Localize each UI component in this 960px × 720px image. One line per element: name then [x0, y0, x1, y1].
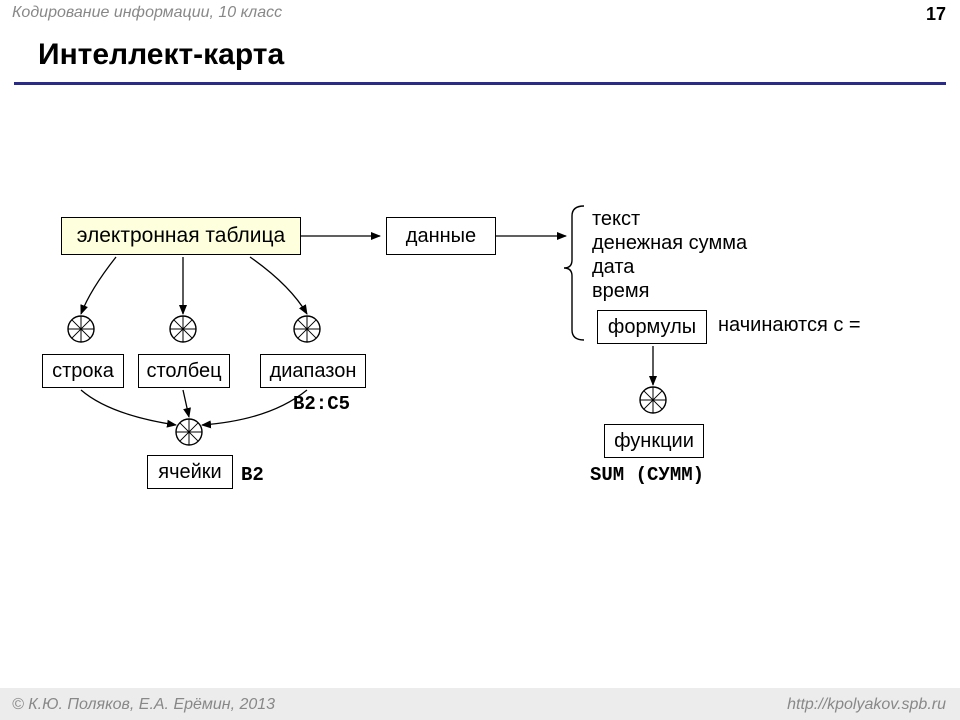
footer-url: http://kpolyakov.spb.ru: [787, 696, 946, 714]
node-cells: ячейки: [147, 455, 233, 489]
arrow-7: [202, 390, 307, 425]
node-row: строка: [42, 354, 124, 388]
part-of-icon-3: [176, 419, 202, 445]
label-rangeCode: B2:C5: [293, 393, 350, 415]
node-range: диапазон: [260, 354, 366, 388]
label-time: время: [592, 280, 649, 303]
footer-authors: © К.Ю. Поляков, Е.А. Ерёмин, 2013: [12, 696, 275, 714]
arrow-4: [250, 257, 307, 314]
label-cellCode: B2: [241, 464, 264, 486]
label-money: денежная сумма: [592, 232, 747, 255]
page-title: Интеллект-карта: [38, 38, 284, 72]
arrow-6: [183, 390, 189, 417]
brace-icon: [564, 206, 584, 340]
node-root: электронная таблица: [61, 217, 301, 255]
page-number: 17: [926, 4, 946, 25]
part-of-icon-2: [294, 316, 320, 342]
label-txt: текст: [592, 208, 640, 231]
node-func: функции: [604, 424, 704, 458]
node-form: формулы: [597, 310, 707, 344]
arrow-5: [81, 390, 176, 425]
label-sumLabel: SUM (СУММ): [590, 464, 704, 486]
title-underline: [14, 82, 946, 85]
arrow-2: [81, 257, 116, 314]
label-startsEq: начинаются с =: [718, 314, 861, 337]
node-col: столбец: [138, 354, 230, 388]
part-of-icon-1: [170, 316, 196, 342]
node-data: данные: [386, 217, 496, 255]
label-date: дата: [592, 256, 634, 279]
part-of-icon-0: [68, 316, 94, 342]
breadcrumb: Кодирование информации, 10 класс: [12, 4, 282, 22]
part-of-icon-4: [640, 387, 666, 413]
